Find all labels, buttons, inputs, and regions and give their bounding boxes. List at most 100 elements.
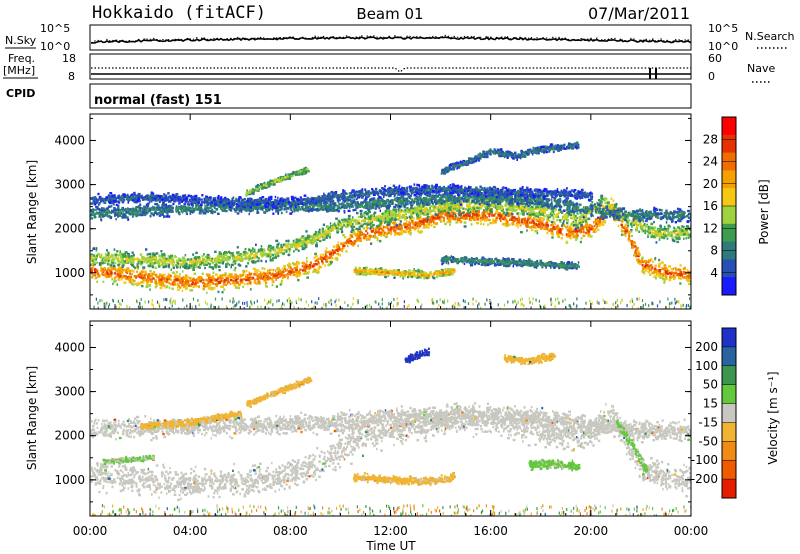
power-cell bbox=[306, 260, 308, 263]
power-cell bbox=[381, 215, 384, 218]
power-cell bbox=[218, 268, 221, 272]
power-cell bbox=[476, 218, 480, 221]
power-cell bbox=[559, 220, 562, 223]
power-cell bbox=[458, 213, 462, 217]
power-cell bbox=[541, 208, 545, 212]
power-cell bbox=[358, 215, 360, 219]
power-cell bbox=[552, 226, 555, 229]
power-cell bbox=[589, 211, 592, 215]
power-cell bbox=[614, 205, 617, 209]
power-cell bbox=[295, 238, 299, 241]
power-cell bbox=[439, 208, 442, 211]
power-cell bbox=[603, 206, 606, 209]
power-cell bbox=[356, 211, 359, 215]
power-cell bbox=[452, 212, 455, 215]
power-cell bbox=[492, 214, 495, 217]
power-cell bbox=[372, 235, 375, 238]
power-cell bbox=[395, 224, 399, 227]
power-cell bbox=[189, 276, 192, 280]
power-cell bbox=[640, 226, 644, 229]
power-cell bbox=[556, 232, 560, 236]
power-cell bbox=[663, 281, 666, 284]
power-cell bbox=[292, 273, 296, 276]
power-cell bbox=[535, 218, 538, 221]
power-cell bbox=[543, 218, 545, 221]
power-cell bbox=[594, 227, 597, 231]
power-cell bbox=[447, 204, 450, 207]
power-cell bbox=[253, 272, 256, 276]
power-cell bbox=[136, 275, 139, 278]
power-cell bbox=[556, 234, 560, 237]
power-cell bbox=[95, 261, 98, 264]
power-cell bbox=[124, 275, 127, 278]
power-cell bbox=[240, 274, 243, 277]
power-cell bbox=[225, 277, 228, 280]
power-cell bbox=[520, 205, 523, 208]
power-cell bbox=[338, 245, 341, 249]
power-cell bbox=[345, 250, 348, 253]
power-cell bbox=[386, 223, 390, 226]
power-cell bbox=[556, 218, 559, 222]
power-cell bbox=[298, 271, 301, 274]
power-cell bbox=[203, 253, 205, 256]
power-cell bbox=[521, 202, 524, 205]
power-cell bbox=[197, 276, 200, 280]
power-cell bbox=[424, 219, 427, 222]
power-cell bbox=[683, 272, 686, 275]
power-cell bbox=[659, 233, 661, 236]
power-cell bbox=[625, 220, 628, 223]
power-cell bbox=[458, 195, 461, 198]
power-cell bbox=[174, 283, 176, 286]
power-cell bbox=[538, 211, 541, 214]
power-cell bbox=[336, 252, 339, 256]
power-cell bbox=[642, 266, 645, 269]
power-cell bbox=[303, 237, 307, 240]
power-cell bbox=[355, 227, 358, 231]
power-cell bbox=[537, 207, 540, 210]
power-cell bbox=[320, 266, 323, 269]
power-cell bbox=[352, 244, 354, 247]
power-cell bbox=[146, 206, 148, 210]
power-cell bbox=[218, 261, 222, 264]
power-cell bbox=[392, 208, 395, 211]
power-cell bbox=[308, 238, 311, 241]
power-cell bbox=[232, 280, 235, 283]
power-cell bbox=[154, 279, 157, 282]
power-cell bbox=[475, 214, 479, 217]
power-cell bbox=[418, 214, 421, 218]
power-cell bbox=[574, 229, 577, 232]
power-cell bbox=[131, 283, 135, 286]
power-cell bbox=[504, 222, 508, 225]
power-cell bbox=[148, 260, 151, 263]
power-cell bbox=[658, 269, 661, 272]
power-cell bbox=[225, 265, 228, 268]
power-cell bbox=[635, 226, 639, 230]
power-cell bbox=[445, 206, 447, 209]
power-cell bbox=[160, 250, 163, 253]
power-cell bbox=[136, 262, 139, 266]
power-cell bbox=[647, 230, 650, 233]
power-cell bbox=[251, 261, 255, 264]
power-cell bbox=[206, 273, 209, 276]
power-cell bbox=[531, 218, 534, 222]
power-cell bbox=[386, 215, 390, 218]
power-cell bbox=[233, 262, 236, 265]
power-cell bbox=[384, 215, 387, 219]
power-cell bbox=[190, 266, 194, 269]
power-cell bbox=[415, 213, 418, 216]
power-cell bbox=[181, 279, 184, 283]
power-cell bbox=[158, 283, 162, 286]
power-cell bbox=[182, 256, 185, 259]
power-cell bbox=[600, 194, 604, 198]
power-cell bbox=[606, 205, 608, 208]
power-cell bbox=[261, 273, 264, 276]
power-cell bbox=[353, 241, 355, 245]
power-cell bbox=[339, 227, 343, 230]
power-cell bbox=[111, 253, 114, 257]
power-cell bbox=[305, 263, 308, 267]
power-cell bbox=[92, 265, 95, 268]
power-cell bbox=[300, 236, 303, 240]
power-cell bbox=[451, 202, 454, 205]
power-cell bbox=[114, 214, 116, 218]
power-cell bbox=[117, 275, 120, 278]
